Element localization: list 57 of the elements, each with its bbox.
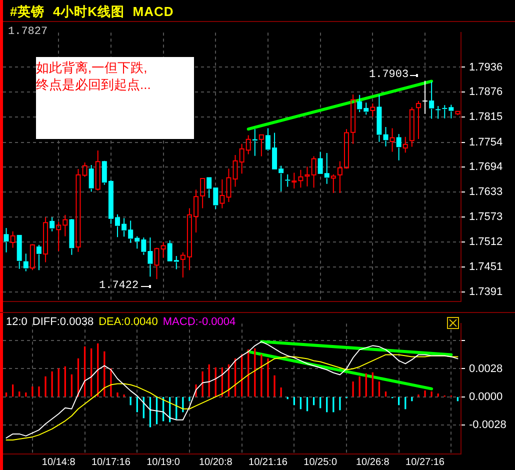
candlestick	[23, 253, 28, 272]
y-tick-label: 0.0028	[469, 362, 503, 375]
candlestick	[95, 150, 100, 191]
x-tick-label: 10/17:16	[91, 456, 131, 468]
candlestick	[416, 100, 421, 140]
candlestick	[16, 234, 22, 270]
text: DEA:0.0040	[98, 316, 158, 328]
y-tick-label: 1.7573	[469, 210, 503, 223]
candlestick	[258, 134, 264, 157]
x-tick-label: 10/27:16	[406, 456, 445, 468]
candlestick	[330, 174, 336, 194]
candlestick	[69, 218, 74, 256]
candlestick	[376, 94, 382, 142]
y-tick-label: 1.7815	[469, 111, 503, 124]
text: DIFF:0.0038	[32, 316, 94, 328]
x-tick-label: 10/20:8	[198, 456, 233, 468]
candlestick	[422, 80, 428, 114]
y-tick-label: 1.7936	[469, 61, 503, 74]
y-tick-label: 1.7694	[469, 161, 503, 174]
candlestick	[285, 174, 290, 188]
candlestick	[436, 105, 441, 120]
candlestick	[383, 126, 388, 147]
candlestick	[36, 244, 42, 271]
y-tick-label: -0.0028	[469, 418, 506, 431]
candlestick	[370, 103, 376, 118]
x-tick-label: 10/14:8	[42, 456, 76, 468]
y-tick-label: 1.7633	[469, 186, 503, 198]
annotation: MACD:-0.0004	[162, 316, 236, 328]
y-tick-label: 1.7391	[469, 286, 503, 298]
x-tick-label: 10/26:8	[356, 456, 390, 468]
candlestick	[76, 168, 81, 252]
candlestick	[390, 128, 395, 152]
y-tick-label: 1.7451	[469, 261, 503, 274]
candlestick	[429, 81, 434, 120]
candlestick	[311, 156, 316, 188]
annotation: 1.7827	[8, 26, 48, 38]
y-tick-label: 1.7754	[469, 136, 503, 148]
x-tick-label: 10/21:16	[248, 456, 288, 468]
candlestick	[304, 166, 310, 187]
candlestick	[4, 228, 9, 253]
annotation: 1.7422	[99, 280, 139, 292]
y-tick-label: 1.7876	[469, 86, 503, 98]
candlestick	[402, 136, 408, 154]
annotation: 1.7903	[369, 69, 409, 81]
note-card: 如此背离,一但下跌, 终点是必回到起点...	[36, 57, 194, 139]
x-tick-label: 10/19:0	[146, 456, 180, 468]
y-tick-label: 1.7512	[469, 236, 503, 248]
chart-title: #英镑 4小时K线图 MACD	[10, 3, 174, 21]
candlestick	[409, 106, 414, 148]
y-tick-label: 0.0000	[469, 390, 503, 403]
candlestick	[82, 162, 88, 178]
candlestick	[43, 216, 48, 263]
candlestick	[50, 216, 55, 232]
candlestick	[10, 230, 16, 248]
annotation: 12:0	[6, 316, 28, 328]
candlestick	[396, 134, 402, 161]
x-tick-label: 10/25:0	[304, 456, 338, 468]
